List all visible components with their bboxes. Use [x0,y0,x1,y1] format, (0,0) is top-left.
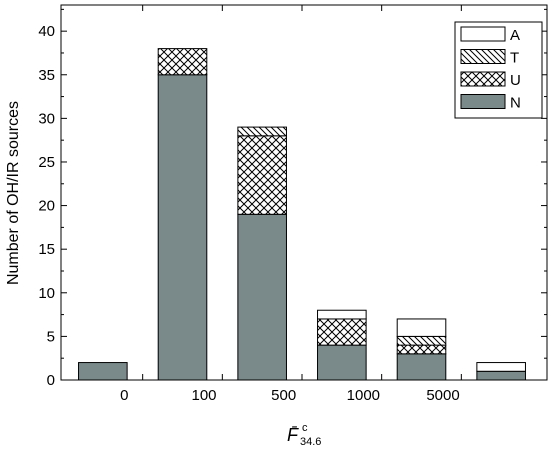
x-tick-label: 1000 [347,387,380,404]
bars-layer [78,48,526,381]
bar-A-5 [476,362,526,372]
x-tick-label: 5000 [426,387,459,404]
bar-N-2 [237,213,287,381]
bar-N-1 [157,74,208,381]
x-axis-label: F̄ c 34.6 [287,422,321,448]
legend-label-T: T [510,50,519,67]
x-tick-label: 0 [120,387,128,404]
x-axis-label-sup: c [302,422,308,434]
y-tick-label: 0 [47,372,55,389]
y-axis-label: Number of OH/IR sources [5,101,22,285]
bar-T-4 [396,335,447,346]
legend-swatch-A [460,26,506,42]
bar-A-4 [396,318,447,337]
y-tick-label: 20 [38,198,55,215]
legend-label-U: U [510,72,521,89]
bar-U-4 [396,344,447,355]
x-tick-label: 100 [191,387,216,404]
bar-N-4 [396,353,447,381]
legend-swatch-N [460,94,506,109]
y-axis: 0 5 10 15 20 25 30 35 40 [38,8,547,389]
bar-U-3 [317,318,367,346]
legend-label-N: N [510,95,521,112]
bar-N-5 [476,370,526,381]
legend-swatch-U [460,71,506,87]
bar-N-0 [78,362,128,381]
y-tick-label: 10 [38,285,55,302]
bar-T-2 [237,126,287,137]
legend-swatch-T [460,49,506,64]
bar-A-3 [317,309,367,320]
y-tick-label: 35 [38,67,55,84]
y-tick-label: 25 [38,154,55,171]
bar-U-1 [157,48,208,76]
y-tick-label: 5 [47,328,55,345]
bar-N-3 [317,344,367,381]
y-tick-label: 30 [38,110,55,127]
x-axis: 0 100 500 1000 5000 [120,5,462,404]
x-axis-label-main: F̄ [287,425,299,445]
plot-frame [60,4,548,381]
y-tick-label: 40 [38,23,55,40]
x-tick-label: 500 [271,387,296,404]
y-tick-label: 15 [38,241,55,258]
x-axis-label-sub: 34.6 [300,436,321,448]
bar-U-2 [237,135,287,215]
legend-label-A: A [510,27,520,44]
